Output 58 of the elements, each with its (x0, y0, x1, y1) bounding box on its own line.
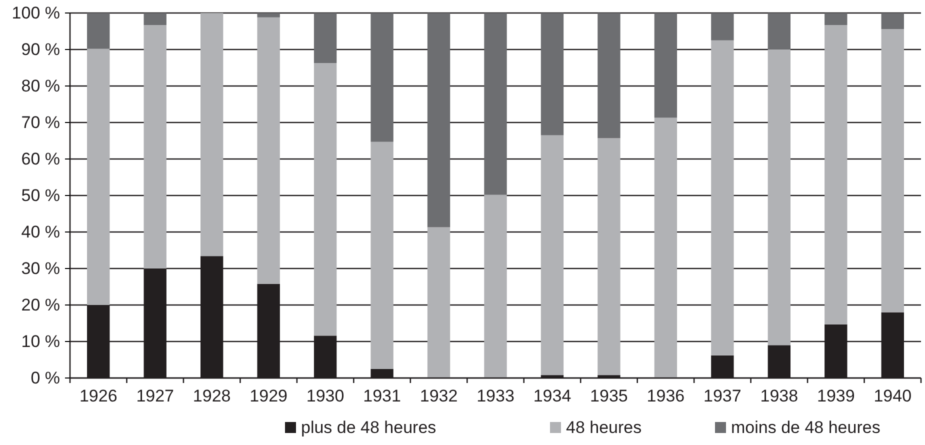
legend-label: moins de 48 heures (731, 418, 880, 437)
y-tick-label: 30 % (21, 258, 60, 278)
bar (87, 48, 110, 305)
y-tick-label: 10 % (21, 332, 60, 351)
bar (314, 63, 337, 336)
bar (257, 17, 280, 284)
y-tick-label: 50 % (21, 186, 60, 205)
legend-label: 48 heures (566, 418, 642, 437)
bar (824, 13, 848, 26)
x-tick-label: 1927 (136, 386, 174, 406)
bar (144, 13, 166, 26)
bar (427, 13, 450, 228)
x-tick-label: 1932 (420, 386, 458, 406)
bar (540, 135, 564, 376)
bar (711, 40, 734, 356)
x-tick-label: 1937 (704, 386, 742, 406)
bar (540, 13, 564, 136)
x-tick-label: 1931 (363, 386, 401, 406)
x-tick-label: 1933 (476, 386, 514, 406)
y-tick-label: 60 % (21, 149, 60, 168)
bar (370, 142, 394, 369)
y-tick-label: 70 % (21, 112, 60, 132)
bar (87, 13, 110, 49)
x-tick-label: 1926 (79, 386, 118, 406)
bar (768, 50, 791, 346)
bar (768, 13, 791, 50)
x-tick-label: 1936 (646, 386, 685, 406)
x-tick-label: 1934 (533, 386, 572, 406)
bar (824, 25, 848, 324)
x-tick-label: 1935 (590, 386, 628, 406)
bar (598, 138, 620, 376)
x-tick-label: 1928 (192, 386, 231, 406)
y-tick-label: 0 % (30, 368, 60, 388)
x-tick-label: 1938 (760, 386, 798, 406)
bar (484, 13, 507, 195)
legend-label: plus de 48 heures (301, 418, 436, 437)
bar (654, 118, 678, 378)
y-tick-label: 40 % (21, 222, 60, 242)
bar (144, 25, 166, 268)
bar (427, 227, 450, 378)
bar (314, 13, 337, 64)
y-tick-label: 100 % (12, 3, 60, 22)
bar (200, 13, 224, 256)
bar (881, 29, 904, 312)
bar (370, 13, 394, 142)
bar (257, 13, 280, 18)
x-tick-label: 1929 (250, 386, 288, 406)
x-tick-label: 1939 (816, 386, 855, 406)
x-tick-label: 1940 (874, 386, 912, 406)
bar (881, 13, 904, 30)
bar (711, 13, 734, 40)
y-tick-label: 20 % (21, 295, 60, 314)
x-tick-label: 1930 (306, 386, 344, 406)
bar (484, 194, 507, 378)
y-tick-label: 80 % (21, 76, 60, 96)
bar (654, 13, 678, 118)
bar (598, 13, 620, 138)
y-tick-label: 90 % (21, 40, 60, 59)
